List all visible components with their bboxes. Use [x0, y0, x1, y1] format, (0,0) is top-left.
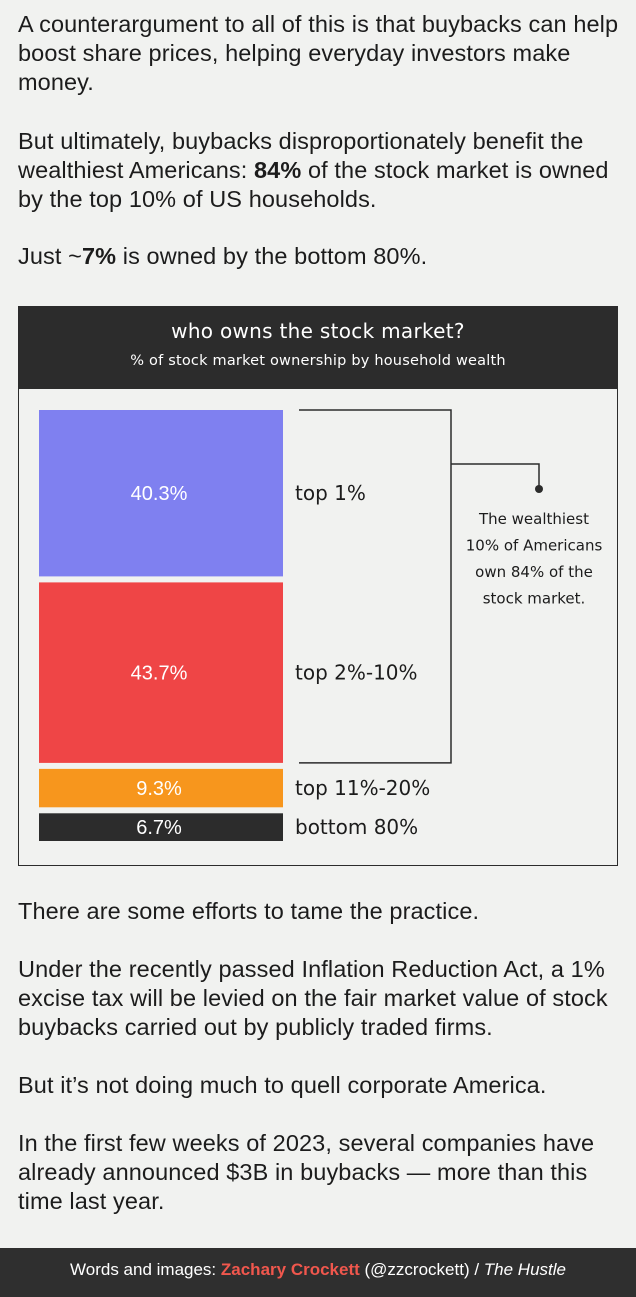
- chart-plot: 40.3% top 1% 43.7% top 2%-10% 9.3% top 11%-20…: [39, 409, 603, 841]
- bar-segment-bottom-80: [39, 813, 283, 841]
- intro-p2-highlight: 84%: [254, 157, 302, 183]
- outro-paragraph-3: But it’s not doing much to quell corpora…: [18, 1072, 547, 1098]
- value-label-top-1: 40.3%: [131, 483, 188, 505]
- intro-paragraph-2: But ultimately, buybacks disproportionat…: [18, 127, 628, 214]
- annotation-line-4: stock market.: [483, 590, 586, 608]
- annotation-line-2: 10% of Americans: [466, 537, 603, 555]
- top-10-bracket: [299, 409, 452, 764]
- footer-publication: The Hustle: [483, 1260, 566, 1279]
- annotation-line-3: own 84% of the: [475, 563, 593, 581]
- category-label-bottom-80: bottom 80%: [295, 815, 418, 839]
- category-label-top-11-20: top 11%-20%: [295, 776, 430, 800]
- chart-panel: who owns the stock market? % of stock ma…: [18, 306, 618, 866]
- value-label-bottom-80: 6.7%: [136, 817, 182, 839]
- bar-segment-top-11-20: [39, 768, 283, 808]
- intro-p3-highlight: 7%: [81, 243, 117, 269]
- footer-credit: Words and images: Zachary Crockett (@zzc…: [0, 1248, 636, 1297]
- intro-p2-text-c: of the stock market is owned by the top …: [18, 157, 609, 212]
- bar-segment-top-2-10: [39, 582, 283, 763]
- footer-prefix: Words and images:: [70, 1260, 221, 1279]
- intro-p3-text-c: is owned by the bottom 80%.: [116, 243, 428, 269]
- intro-paragraph-3: Just ~7% is owned by the bottom 80%.: [18, 242, 628, 271]
- chart-header: who owns the stock market? % of stock ma…: [19, 307, 617, 389]
- chart-title: who owns the stock market?: [171, 319, 465, 343]
- bar-segment-top-1: [39, 410, 283, 577]
- intro-p3-text-a: Just ~: [18, 243, 82, 269]
- category-label-top-1: top 1%: [295, 481, 366, 505]
- intro-p2-text-a: But ultimately, buybacks disproportionat…: [18, 128, 584, 183]
- value-label-top-2-10: 43.7%: [131, 663, 188, 685]
- footer-handle: (@zzcrockett) /: [359, 1260, 484, 1279]
- annotation-dot: [535, 485, 543, 493]
- value-label-top-11-20: 9.3%: [136, 778, 182, 800]
- chart-subtitle: % of stock market ownership by household…: [130, 353, 506, 369]
- footer-author: Zachary Crockett: [220, 1260, 360, 1279]
- outro-paragraph-4: In the first few weeks of 2023, several …: [18, 1130, 595, 1214]
- annotation-connector: [451, 463, 540, 489]
- category-label-top-2-10: top 2%-10%: [295, 661, 418, 685]
- intro-paragraph-1: A counterargument to all of this is that…: [18, 11, 619, 95]
- annotation-line-1: The wealthiest: [478, 510, 589, 528]
- outro-paragraph-2: Under the recently passed Inflation Redu…: [18, 956, 608, 1040]
- outro-paragraph-1: There are some efforts to tame the pract…: [18, 898, 480, 924]
